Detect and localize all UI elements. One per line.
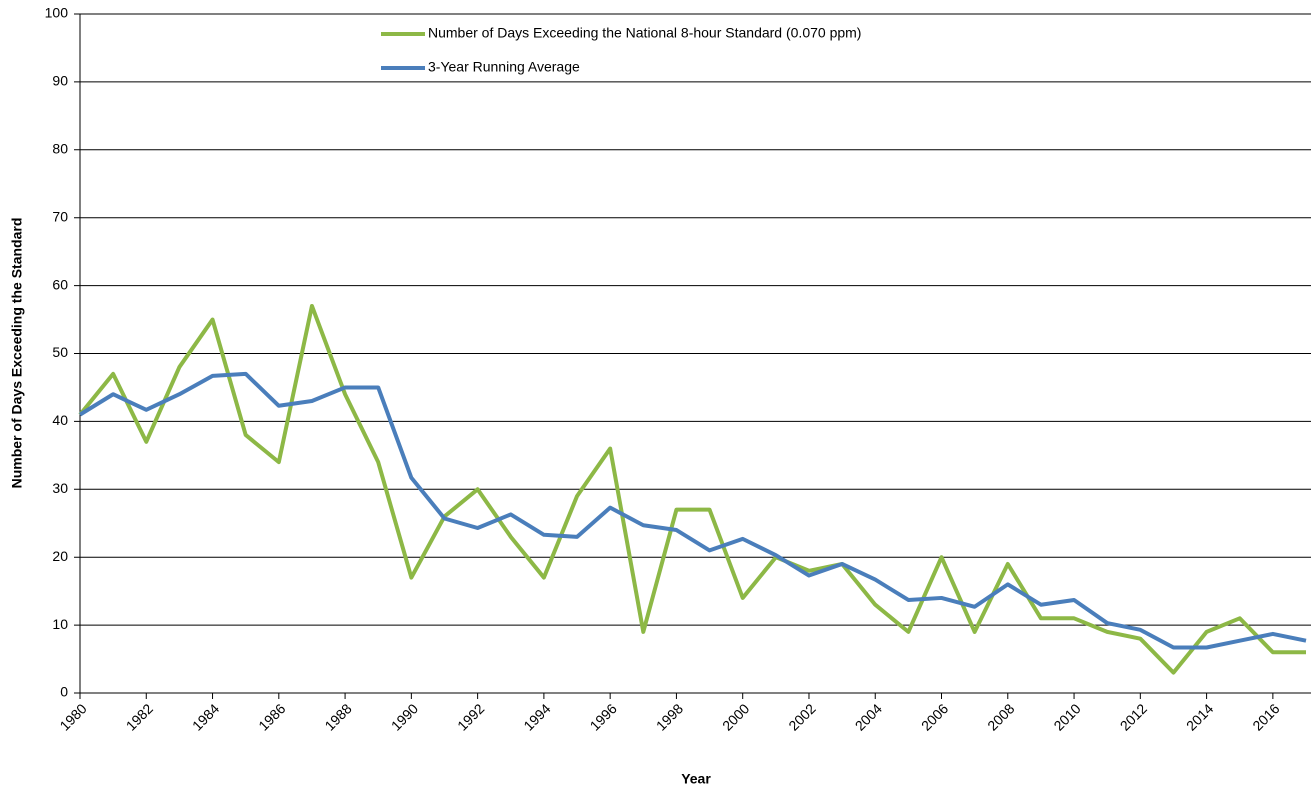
x-tick-label: 1980 — [56, 700, 89, 733]
x-tick-label: 2006 — [918, 700, 951, 733]
y-tick-label: 30 — [52, 480, 68, 496]
y-tick-label: 60 — [52, 276, 68, 292]
x-tick-label: 2002 — [785, 700, 818, 733]
x-tick-label: 2004 — [852, 700, 885, 733]
y-tick-label: 0 — [60, 684, 68, 700]
x-tick-label: 2008 — [984, 700, 1017, 733]
legend-label: 3-Year Running Average — [428, 59, 580, 75]
x-tick-label: 1986 — [255, 700, 288, 733]
data-line — [78, 371, 1307, 650]
x-tick-label: 2016 — [1249, 700, 1282, 733]
y-axis-title: Number of Days Exceeding the Standard — [9, 218, 25, 489]
x-tick-label: 1998 — [653, 700, 686, 733]
x-tick-label: 2010 — [1050, 700, 1083, 733]
x-tick-label: 1988 — [321, 700, 354, 733]
legend-label: Number of Days Exceeding the National 8-… — [428, 25, 861, 41]
y-tick-label: 90 — [52, 73, 68, 89]
data-line — [78, 303, 1306, 675]
x-tick-label: 2012 — [1117, 700, 1150, 733]
x-tick-label: 1992 — [454, 700, 487, 733]
x-tick-label: 1996 — [587, 700, 620, 733]
x-tick-label: 2000 — [719, 700, 752, 733]
x-tick-label: 1982 — [123, 700, 156, 733]
x-tick-label: 1990 — [388, 700, 421, 733]
x-tick-label: 1984 — [189, 700, 222, 733]
y-tick-label: 70 — [52, 208, 68, 224]
y-tick-label: 40 — [52, 412, 68, 428]
y-tick-label: 20 — [52, 548, 68, 564]
x-tick-label: 2014 — [1183, 700, 1216, 733]
x-axis-title: Year — [681, 771, 711, 787]
y-tick-label: 50 — [52, 344, 68, 360]
y-tick-label: 100 — [45, 5, 69, 21]
y-tick-label: 80 — [52, 141, 68, 157]
y-tick-label: 10 — [52, 616, 68, 632]
x-tick-label: 1994 — [520, 700, 553, 733]
